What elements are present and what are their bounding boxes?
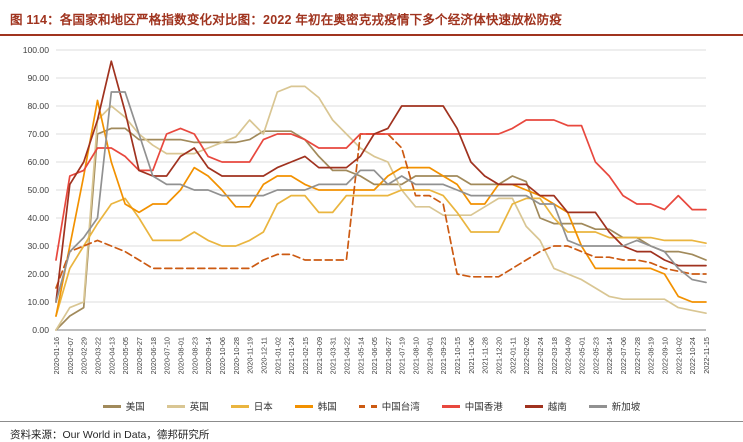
legend-item-美国: 美国 [102, 399, 145, 413]
x-tick-label: 2021-06-05 [370, 337, 379, 374]
x-tick-label: 2021-07-19 [398, 337, 407, 374]
x-tick-label: 2021-03-31 [329, 337, 338, 374]
legend-line-swatch [294, 404, 313, 408]
x-tick-label: 2020-09-14 [204, 337, 213, 374]
legend-line-swatch [588, 404, 607, 408]
x-tick-label: 2021-05-14 [356, 337, 365, 374]
legend-item-英国: 英国 [166, 399, 209, 413]
legend-label: 英国 [189, 402, 209, 413]
y-tick-label: 80.00 [27, 101, 49, 111]
x-tick-label: 2021-08-10 [412, 337, 421, 374]
series-line-韩国 [55, 99, 707, 317]
x-tick-label: 2021-11-06 [467, 337, 476, 374]
legend-line-swatch [102, 404, 121, 408]
y-tick-label: 30.00 [27, 241, 49, 251]
x-tick-label: 2020-07-10 [163, 337, 172, 374]
legend-line-swatch [524, 404, 543, 408]
x-tick-label: 2022-05-01 [578, 337, 587, 374]
legend-label: 新加坡 [611, 402, 641, 413]
series-line-越南 [55, 60, 707, 303]
chart-area: 0.00 10.00 20.00 30.00 40.00 50.00 60.00 70.00 8… [0, 36, 743, 397]
legend-item-越南: 越南 [524, 399, 567, 413]
x-tick-label: 2020-03-22 [93, 337, 102, 374]
x-tick-label: 2022-01-11 [508, 337, 517, 374]
legend-label: 韩国 [317, 402, 337, 413]
x-tick-label: 2020-02-07 [66, 337, 75, 374]
figure-title: 图 114：各国家和地区严格指数变化对比图：2022 年初在奥密克戎疫情下多个经… [0, 0, 743, 36]
x-tick-label: 2020-04-13 [107, 337, 116, 374]
legend-label: 日本 [253, 402, 273, 413]
legend-item-中国台湾: 中国台湾 [358, 399, 420, 413]
y-tick-label: 100.00 [23, 45, 50, 55]
y-tick-label: 60.00 [27, 157, 49, 167]
x-tick-label: 2022-02-24 [536, 337, 545, 374]
x-tick-label: 2022-11-15 [702, 337, 711, 374]
x-tick-label: 2020-10-06 [218, 337, 227, 374]
legend-label: 中国台湾 [381, 402, 420, 413]
series-line-中国台湾 [55, 133, 707, 289]
series-line-英国 [55, 85, 707, 331]
source-note: 资料来源：Our World in Data，德邦研究所 [0, 421, 743, 442]
x-tick-label: 2021-09-23 [439, 337, 448, 374]
x-tick-label: 2022-08-19 [647, 337, 656, 374]
legend-item-新加坡: 新加坡 [588, 399, 641, 413]
x-tick-label: 2020-11-19 [246, 337, 255, 374]
x-tick-label: 2022-07-06 [619, 337, 628, 374]
x-tick-label: 2020-06-18 [149, 337, 158, 374]
x-tick-label: 2022-05-23 [591, 337, 600, 374]
y-tick-label: 40.00 [27, 213, 49, 223]
legend-line-swatch [441, 404, 460, 408]
legend-label: 越南 [547, 402, 567, 413]
x-tick-label: 2022-10-24 [688, 337, 697, 374]
x-tick-label: 2021-09-01 [425, 337, 434, 374]
x-tick-label: 2021-10-15 [453, 337, 462, 374]
x-tick-label: 2020-01-16 [52, 337, 61, 374]
stringency-index-chart: 0.00 10.00 20.00 30.00 40.00 50.00 60.00 70.00 8… [23, 45, 711, 374]
x-tick-label: 2022-04-09 [564, 337, 573, 374]
x-tick-label: 2021-12-20 [495, 337, 504, 374]
x-tick-label: 2022-09-10 [661, 337, 670, 374]
chart-legend: 美国 英国 日本 韩国 中国台湾 中国香港 越南 新加坡 [0, 399, 743, 413]
x-tick-label: 2020-10-28 [232, 337, 241, 374]
legend-label: 中国香港 [464, 402, 503, 413]
x-tick-label: 2020-02-29 [80, 337, 89, 374]
x-tick-label: 2022-10-02 [674, 337, 683, 374]
x-tick-label: 2020-08-01 [176, 337, 185, 374]
y-tick-label: 50.00 [27, 185, 49, 195]
x-tick-label: 2020-05-05 [121, 337, 130, 374]
series-line-新加坡 [55, 91, 707, 303]
y-tick-label: 0.00 [32, 325, 49, 335]
x-tick-label: 2022-07-28 [633, 337, 642, 374]
legend-label: 美国 [125, 402, 145, 413]
series-line-日本 [55, 189, 707, 317]
x-tick-label: 2021-02-15 [301, 337, 310, 374]
x-tick-label: 2020-12-11 [259, 337, 268, 374]
legend-item-中国香港: 中国香港 [441, 399, 503, 413]
x-tick-label: 2021-04-22 [342, 337, 351, 374]
series-line-中国香港 [55, 119, 707, 261]
legend-item-韩国: 韩国 [294, 399, 337, 413]
legend-line-swatch [230, 404, 249, 408]
x-tick-label: 2021-01-24 [287, 337, 296, 374]
y-tick-label: 10.00 [27, 297, 49, 307]
y-tick-label: 20.00 [27, 269, 49, 279]
x-tick-label: 2022-06-14 [605, 337, 614, 374]
x-tick-label: 2020-08-23 [190, 337, 199, 374]
x-tick-label: 2021-01-02 [273, 337, 282, 374]
x-tick-label: 2021-06-27 [384, 337, 393, 374]
x-tick-label: 2021-11-28 [481, 337, 490, 374]
x-tick-label: 2022-02-02 [522, 337, 531, 374]
y-tick-label: 70.00 [27, 129, 49, 139]
legend-line-swatch [166, 404, 185, 408]
y-tick-label: 90.00 [27, 73, 49, 83]
x-tick-label: 2022-03-18 [550, 337, 559, 374]
legend-line-swatch [358, 404, 377, 408]
x-tick-label: 2020-05-27 [135, 337, 144, 374]
legend-item-日本: 日本 [230, 399, 273, 413]
x-tick-label: 2021-03-09 [315, 337, 324, 374]
